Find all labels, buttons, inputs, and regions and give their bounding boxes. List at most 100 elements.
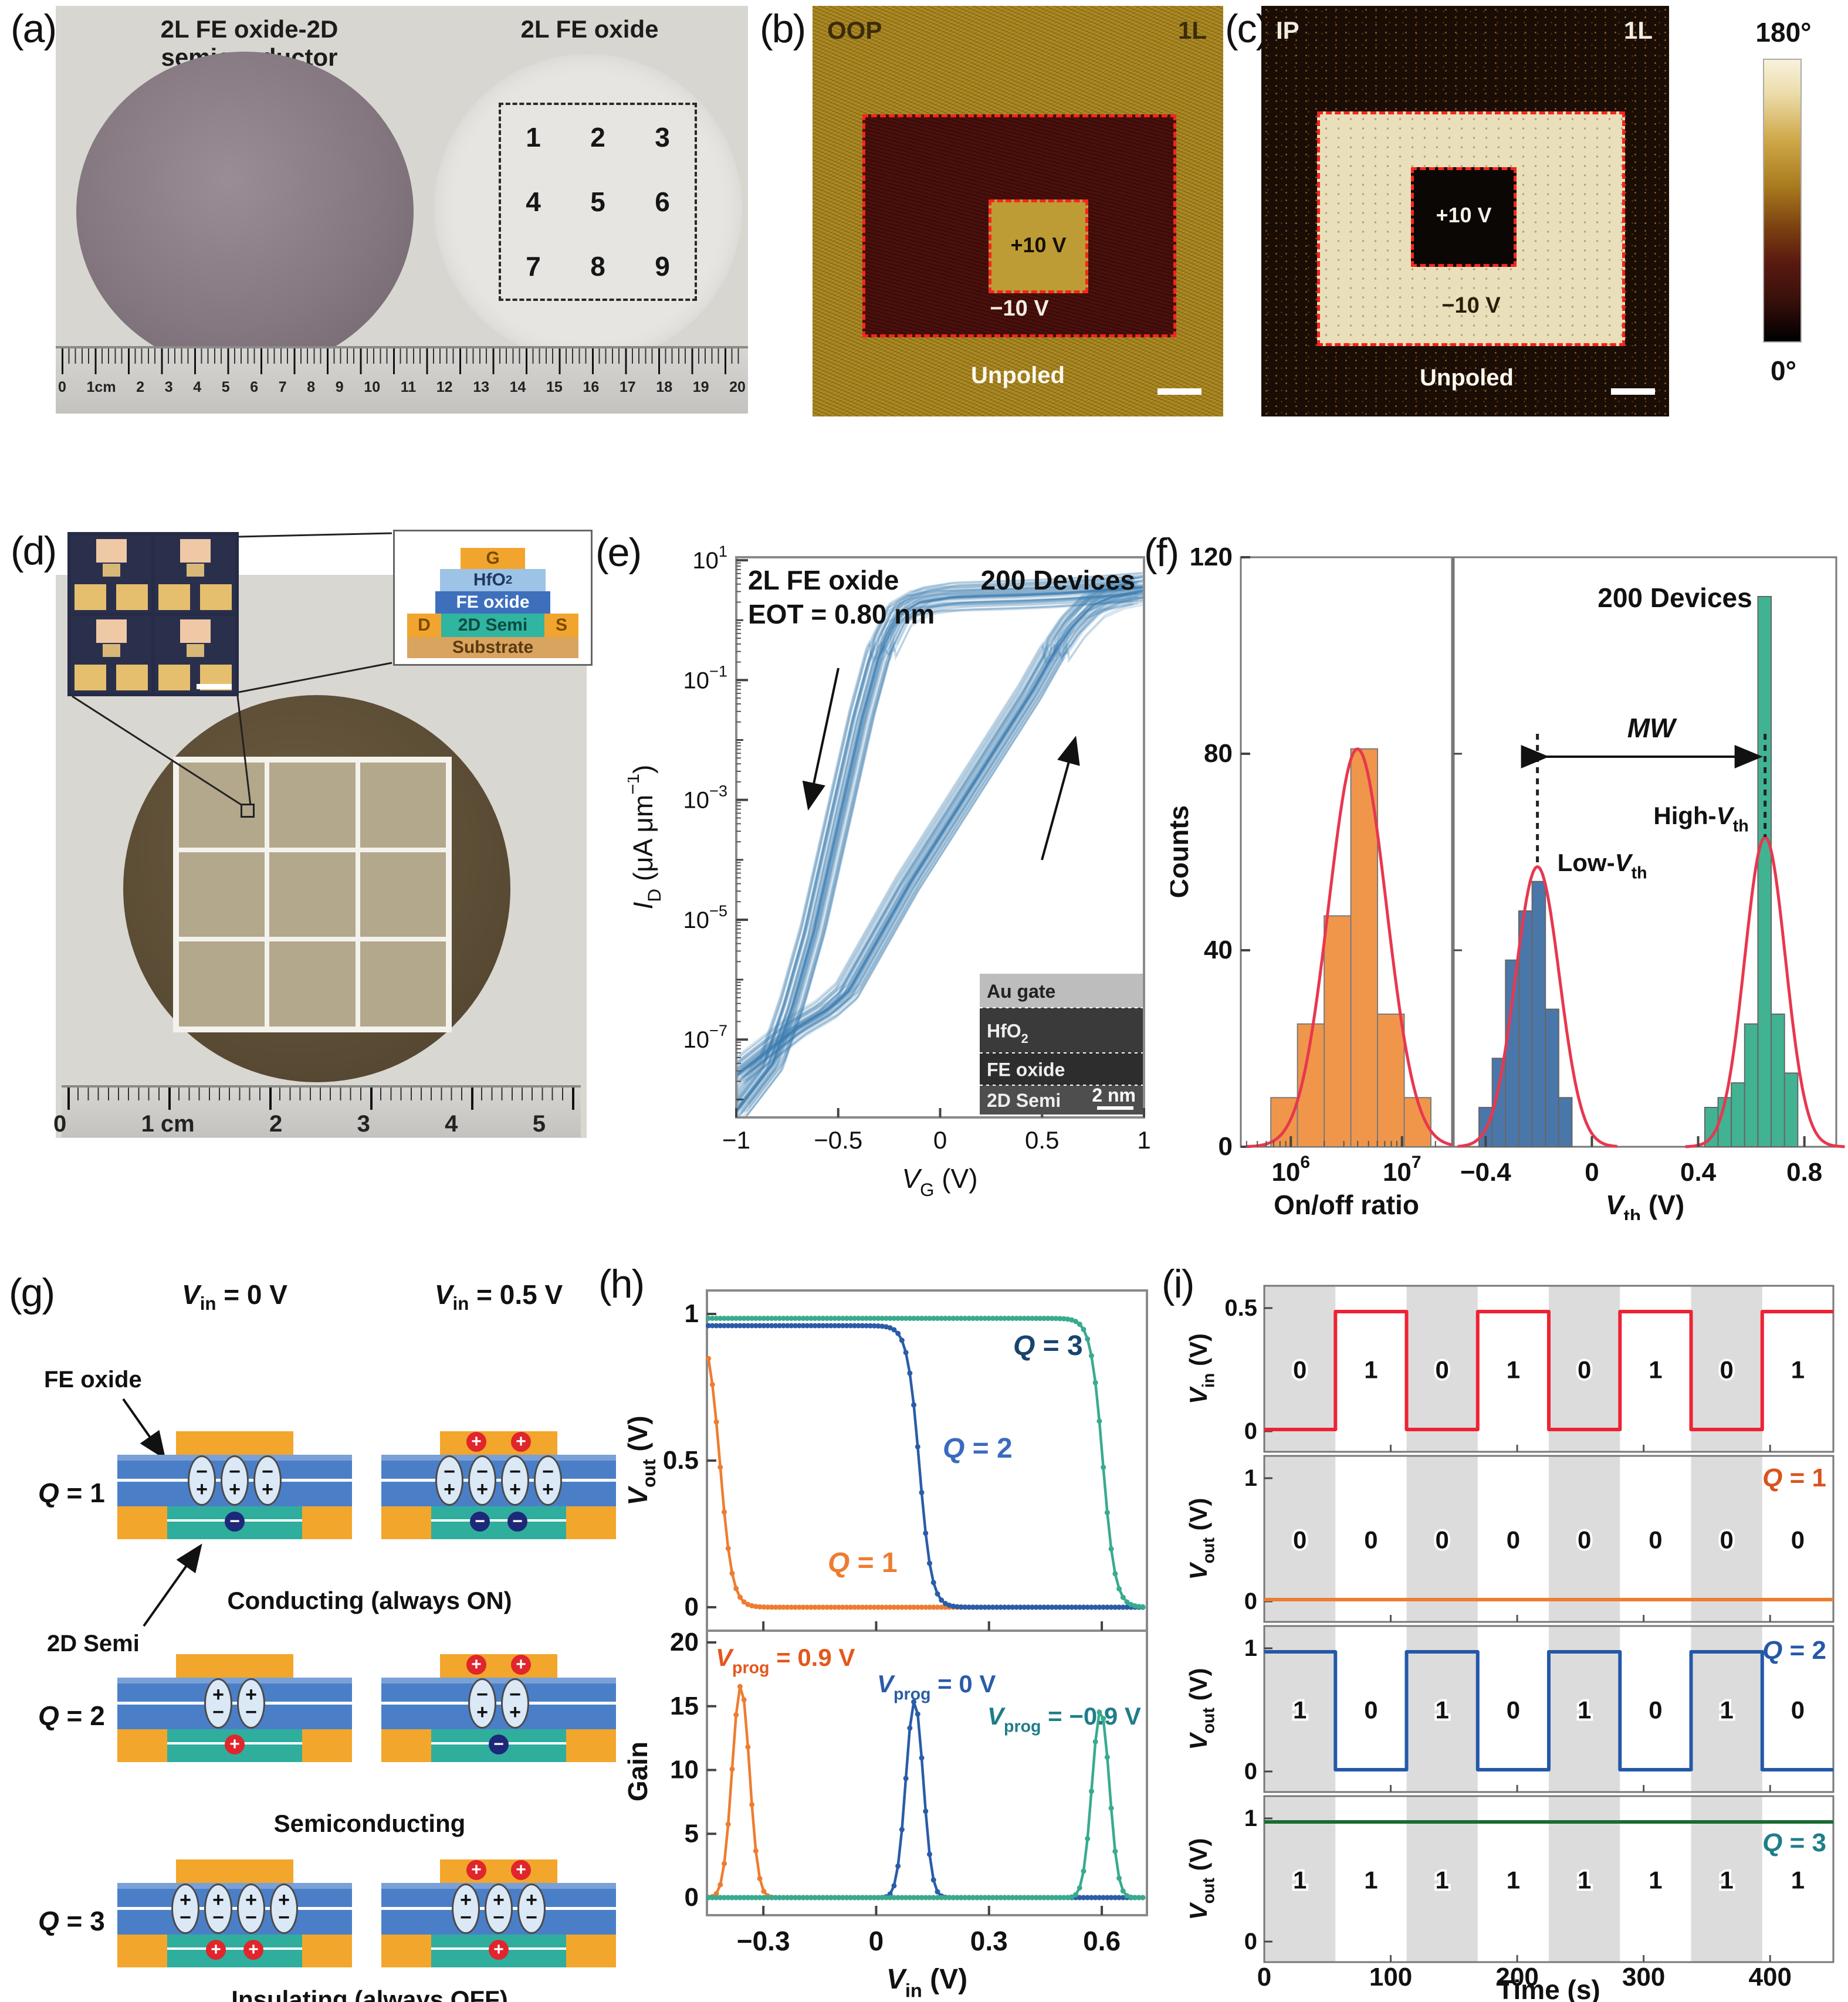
x-tick-label: 0.6 xyxy=(1083,1926,1121,1956)
data-point xyxy=(907,1316,913,1321)
data-point xyxy=(1037,1316,1043,1322)
data-point xyxy=(780,1316,786,1321)
data-point xyxy=(749,1603,755,1609)
panel-a-letter: (a) xyxy=(11,6,57,51)
data-point xyxy=(911,1402,917,1408)
data-point xyxy=(737,1316,743,1321)
data-point xyxy=(978,1604,984,1610)
data-point xyxy=(1116,1875,1122,1881)
data-point xyxy=(875,1323,881,1329)
ruler-number: 13 xyxy=(473,379,489,395)
transfer-curve xyxy=(737,582,1136,1105)
data-point xyxy=(777,1323,783,1329)
x-tick-label: 0.5 xyxy=(1025,1126,1059,1154)
data-point xyxy=(800,1604,806,1610)
data-point xyxy=(998,1316,1004,1321)
transfer-curve xyxy=(737,578,1135,1078)
x-tick-label: 106 xyxy=(1271,1153,1310,1187)
data-point xyxy=(1065,1895,1071,1901)
ruler-number: 4 xyxy=(193,379,202,395)
transfer-curve xyxy=(737,584,1136,1079)
y-tick-label: 120 xyxy=(1190,543,1233,571)
data-point xyxy=(1045,1316,1051,1322)
data-point xyxy=(1061,1604,1067,1610)
data-point xyxy=(1014,1604,1020,1610)
wafer-fe xyxy=(434,54,742,362)
data-point xyxy=(855,1604,861,1610)
data-point xyxy=(915,1895,920,1901)
scale-bar-tem xyxy=(1097,1106,1133,1110)
x-tick-label: 100 xyxy=(1369,1963,1412,1991)
data-point xyxy=(796,1604,802,1610)
data-point xyxy=(1025,1895,1031,1901)
x-tick-label: −0.5 xyxy=(814,1126,862,1154)
device-array-grid xyxy=(173,757,452,1032)
ruler-number: 15 xyxy=(546,379,563,395)
dipole-icon: + − xyxy=(171,1884,199,1934)
data-point xyxy=(1041,1895,1047,1901)
data-point xyxy=(808,1895,814,1901)
data-point xyxy=(942,1601,948,1607)
data-point xyxy=(725,1821,731,1827)
data-point xyxy=(1092,1739,1098,1744)
y-tick-label: 0.5 xyxy=(663,1446,699,1475)
ruler-number: 2 xyxy=(136,379,145,395)
x-tick-label: −1 xyxy=(722,1126,750,1154)
data-point xyxy=(840,1895,845,1901)
data-point xyxy=(828,1895,834,1901)
data-point xyxy=(1053,1316,1059,1322)
shaded-period xyxy=(1406,1456,1478,1622)
shaded-period xyxy=(1264,1796,1336,1962)
data-point xyxy=(879,1323,885,1329)
data-point xyxy=(709,1316,715,1321)
data-point xyxy=(1112,1571,1118,1577)
data-point xyxy=(1077,1322,1082,1327)
data-point xyxy=(899,1337,905,1343)
gaussian-fit xyxy=(1457,865,1617,1148)
data-point xyxy=(820,1316,826,1321)
data-point xyxy=(1101,1464,1106,1470)
data-point xyxy=(852,1895,858,1901)
transfer-curve xyxy=(737,597,1132,1067)
shaded-period xyxy=(1549,1286,1620,1452)
data-point xyxy=(852,1323,858,1329)
data-point xyxy=(939,1316,945,1321)
x-tick-label: 0.4 xyxy=(1680,1158,1717,1187)
data-point xyxy=(840,1604,845,1610)
data-point xyxy=(958,1316,964,1321)
transfer-curve xyxy=(743,578,1143,1084)
q2-label: Q = 2 xyxy=(1762,1636,1826,1665)
data-point xyxy=(706,1316,712,1321)
transfer-curve xyxy=(737,585,1139,1069)
data-point xyxy=(974,1895,980,1901)
data-point xyxy=(777,1316,783,1321)
stack-layer-substrate: Substrate xyxy=(407,637,578,658)
bit-label: 1 xyxy=(1435,1696,1448,1724)
die-grid: 1 2 3 4 5 6 7 8 9 xyxy=(499,103,697,301)
data-point xyxy=(745,1895,751,1901)
data-point xyxy=(926,1604,932,1610)
data-point xyxy=(1045,1895,1051,1901)
data-point xyxy=(1069,1894,1075,1900)
panel-c-pfm-ip: IP 1L +10 V −10 V Unpoled xyxy=(1261,6,1669,416)
x-axis-label: VG (V) xyxy=(902,1163,977,1200)
data-point xyxy=(907,1725,913,1731)
bit-label: 0 xyxy=(1649,1526,1662,1554)
dipole-icon: + − xyxy=(485,1884,513,1934)
data-point xyxy=(1041,1604,1047,1610)
data-point xyxy=(706,1323,712,1329)
transfer-curve xyxy=(737,583,1134,1079)
transfer-curve xyxy=(737,594,1132,1103)
data-point xyxy=(800,1316,806,1321)
negative-charge-icon: − xyxy=(489,1735,509,1754)
data-point xyxy=(978,1895,984,1901)
dipole-icon: − + xyxy=(468,1678,496,1729)
data-point xyxy=(1006,1604,1011,1610)
data-point xyxy=(1001,1604,1007,1610)
data-point xyxy=(745,1744,751,1750)
data-point xyxy=(824,1604,830,1610)
data-point xyxy=(721,1861,727,1866)
data-point xyxy=(855,1316,861,1321)
bit-label: 1 xyxy=(1791,1866,1805,1894)
